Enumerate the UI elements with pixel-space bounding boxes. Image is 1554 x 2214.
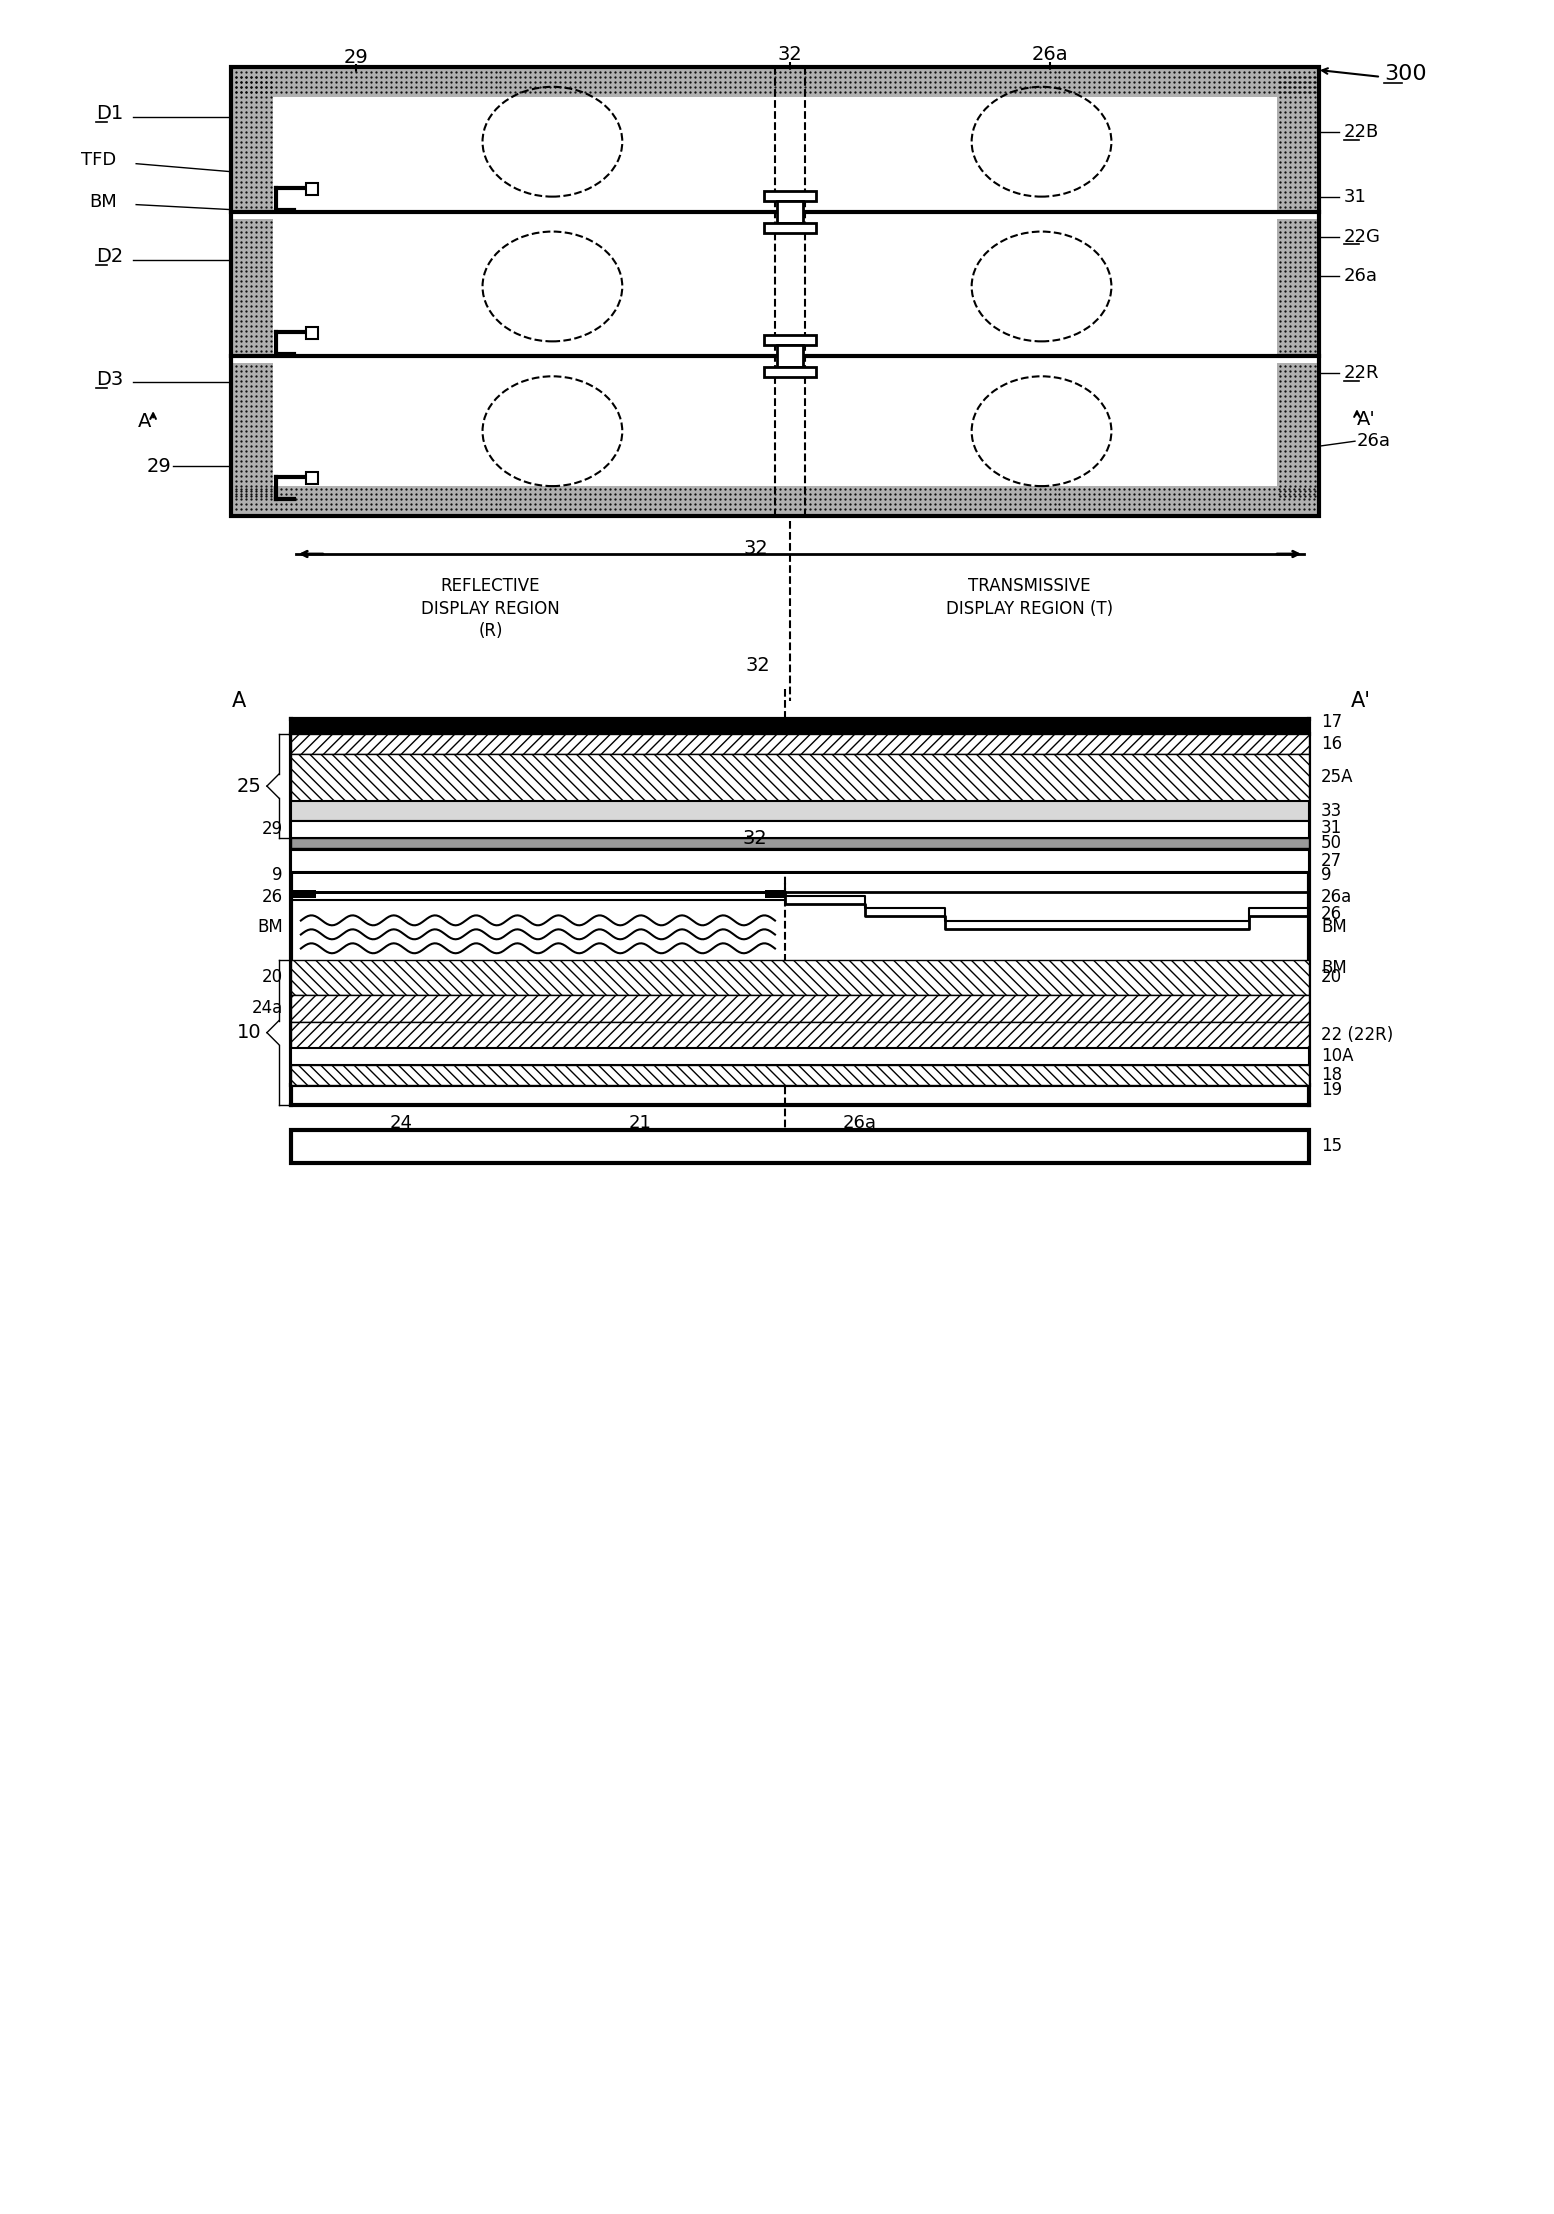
Text: A': A' <box>1357 410 1375 430</box>
Text: BM: BM <box>1321 959 1347 976</box>
Bar <box>291 850 1308 872</box>
Text: 19: 19 <box>1321 1080 1343 1098</box>
Text: 31: 31 <box>1321 819 1343 837</box>
Bar <box>291 961 1308 996</box>
Text: 31: 31 <box>1344 188 1368 206</box>
Text: TFD: TFD <box>81 151 117 168</box>
Bar <box>233 487 1318 514</box>
Text: 32: 32 <box>743 540 768 558</box>
Bar <box>765 224 816 232</box>
Text: 21: 21 <box>629 1114 651 1131</box>
Text: 10: 10 <box>238 1023 263 1043</box>
Text: DISPLAY REGION: DISPLAY REGION <box>421 600 559 618</box>
Text: 16: 16 <box>1321 735 1343 753</box>
Bar <box>291 1047 1308 1065</box>
Text: 10A: 10A <box>1321 1047 1354 1065</box>
Bar <box>1277 73 1318 210</box>
Text: (R): (R) <box>479 622 503 640</box>
Text: 24a: 24a <box>252 999 283 1016</box>
Bar <box>306 472 319 485</box>
Text: 9: 9 <box>1321 866 1332 883</box>
Bar <box>291 753 1308 801</box>
Text: 29: 29 <box>146 456 171 476</box>
Text: BM: BM <box>89 193 117 210</box>
Bar <box>233 363 274 498</box>
Bar <box>1277 363 1318 498</box>
Text: 26: 26 <box>261 888 283 906</box>
Text: 26a: 26a <box>842 1114 876 1131</box>
Text: 26a: 26a <box>1321 888 1352 906</box>
Text: 20: 20 <box>261 968 283 985</box>
Bar <box>291 733 1308 753</box>
Text: 15: 15 <box>1321 1138 1343 1156</box>
Text: BM: BM <box>256 919 283 937</box>
Bar <box>777 201 803 224</box>
Text: 50: 50 <box>1321 835 1343 852</box>
Text: 18: 18 <box>1321 1067 1343 1085</box>
Bar <box>291 996 1308 1023</box>
Text: DISPLAY REGION (T): DISPLAY REGION (T) <box>946 600 1113 618</box>
Text: 27: 27 <box>1321 852 1343 870</box>
Bar <box>232 66 1319 516</box>
Text: D2: D2 <box>96 248 123 266</box>
Bar <box>1277 219 1318 354</box>
Bar <box>777 345 803 368</box>
Text: 33: 33 <box>1321 801 1343 819</box>
Text: 24: 24 <box>388 1114 412 1131</box>
Text: 9: 9 <box>272 866 283 883</box>
Text: 32: 32 <box>777 44 802 64</box>
Text: BM: BM <box>1321 919 1347 937</box>
Text: D1: D1 <box>96 104 123 124</box>
Bar <box>765 368 816 376</box>
Bar <box>291 890 315 899</box>
Text: 32: 32 <box>746 655 771 675</box>
Bar <box>306 328 319 339</box>
Text: 26a: 26a <box>1344 268 1378 286</box>
Text: 22R: 22R <box>1344 365 1380 383</box>
Bar <box>306 184 319 195</box>
Bar <box>291 1065 1308 1085</box>
Bar <box>233 73 274 210</box>
Text: 25: 25 <box>238 777 263 795</box>
Bar <box>765 890 785 899</box>
Text: 300: 300 <box>1385 64 1427 84</box>
Text: D3: D3 <box>96 370 123 390</box>
Bar <box>291 720 1308 733</box>
Text: 25A: 25A <box>1321 768 1354 786</box>
Text: 20: 20 <box>1321 968 1343 985</box>
Text: 26a: 26a <box>1032 44 1068 64</box>
Text: A': A' <box>1350 691 1371 711</box>
Text: TRANSMISSIVE: TRANSMISSIVE <box>968 578 1091 596</box>
Bar <box>291 821 1308 839</box>
Text: 22 (22R): 22 (22R) <box>1321 1025 1394 1045</box>
Bar <box>233 219 274 354</box>
Text: 22B: 22B <box>1344 122 1380 142</box>
Text: REFLECTIVE: REFLECTIVE <box>441 578 541 596</box>
Bar <box>291 1129 1308 1162</box>
Bar <box>291 1023 1308 1047</box>
Text: A: A <box>232 691 246 711</box>
Bar <box>765 334 816 345</box>
Text: 26: 26 <box>1321 906 1343 923</box>
Text: 32: 32 <box>743 828 768 848</box>
Bar <box>291 839 1308 848</box>
Bar <box>765 190 816 201</box>
Text: 17: 17 <box>1321 713 1343 731</box>
Text: 26a: 26a <box>1357 432 1391 449</box>
Text: A: A <box>138 412 151 432</box>
Bar <box>291 801 1308 821</box>
Text: 22G: 22G <box>1344 228 1382 246</box>
Bar <box>233 69 1318 97</box>
Text: 29: 29 <box>261 821 283 839</box>
Text: 29: 29 <box>343 49 368 66</box>
